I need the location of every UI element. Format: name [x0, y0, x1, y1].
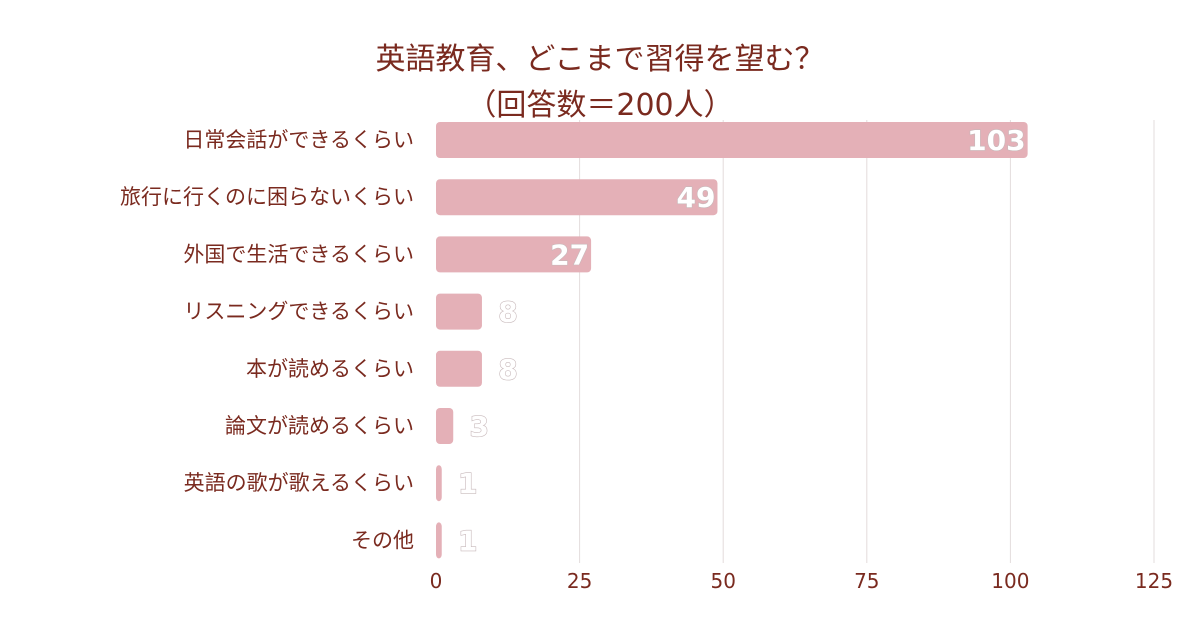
bar [436, 350, 482, 387]
category-label: リスニングできるくらい [183, 300, 414, 324]
bar [436, 179, 718, 216]
data-label: 8 [498, 353, 517, 386]
category-label: その他 [351, 528, 414, 552]
x-tick-label: 125 [1135, 569, 1173, 593]
bar [436, 522, 442, 559]
bar [436, 236, 592, 273]
x-tick-label: 25 [567, 569, 592, 593]
data-label: 1 [458, 524, 477, 557]
data-label: 8 [498, 296, 517, 329]
x-tick-label: 75 [854, 569, 879, 593]
bar [436, 408, 454, 444]
bar [436, 122, 1028, 158]
x-tick-label: 0 [430, 569, 443, 593]
data-label: 3 [469, 410, 488, 443]
x-tick-label: 100 [991, 569, 1029, 593]
category-label: 英語の歌が歌えるくらい [184, 471, 414, 495]
bar [436, 293, 482, 330]
bar [436, 465, 442, 502]
data-label: 27 [550, 238, 589, 271]
category-label: 日常会話ができるくらい [183, 128, 414, 152]
category-label: 外国で生活できるくらい [183, 242, 414, 266]
category-label: 旅行に行くのに困らないくらい [120, 185, 414, 209]
data-label: 103 [967, 124, 1025, 157]
category-label: 論文が読めるくらい [225, 414, 414, 438]
data-label: 49 [676, 181, 715, 214]
chart-title: 英語教育、どこまで習得を望む？ [375, 42, 825, 77]
x-tick-label: 50 [710, 569, 735, 593]
chart-subtitle: （回答数＝200人） [466, 88, 734, 123]
data-label: 1 [458, 467, 477, 500]
category-label: 本が読めるくらい [246, 357, 414, 381]
